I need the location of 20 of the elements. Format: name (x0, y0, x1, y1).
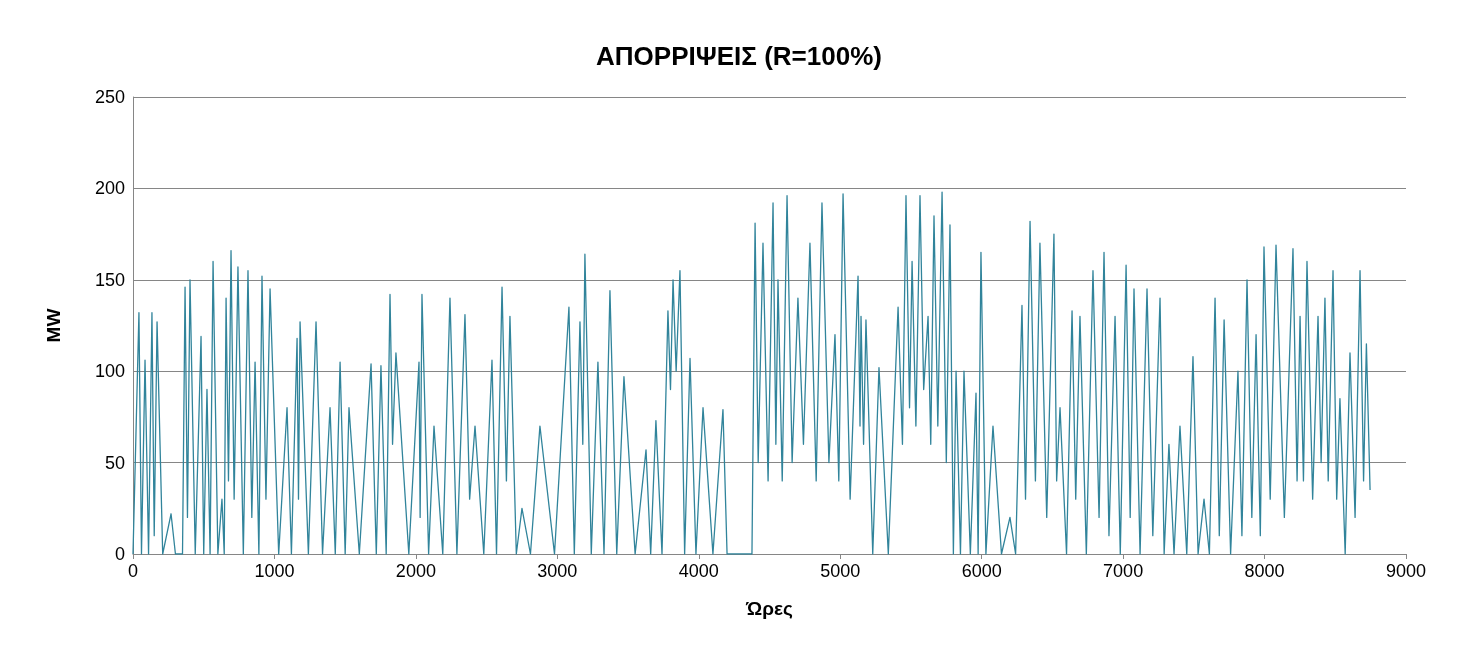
x-tick-label: 6000 (961, 561, 1002, 581)
x-tick-label: 4000 (678, 561, 719, 581)
x-tick-label: 3000 (537, 561, 578, 581)
x-tick-label: 1000 (254, 561, 295, 581)
y-tick-label: 150 (94, 269, 125, 290)
x-tick-label: 5000 (820, 561, 861, 581)
y-tick-label: 200 (94, 178, 125, 199)
x-tick-label: 0 (127, 561, 139, 581)
y-tick-label: 0 (114, 544, 125, 564)
x-tick-label: 7000 (1103, 561, 1144, 581)
y-axis-title: MW (43, 308, 64, 343)
x-tick-label: 8000 (1244, 561, 1285, 581)
x-axis-title: Ώρες (745, 598, 793, 619)
y-tick-label: 250 (94, 87, 125, 107)
y-tick-label: 50 (104, 452, 125, 473)
x-tick-label: 2000 (395, 561, 436, 581)
y-tick-label: 100 (94, 361, 125, 382)
x-tick-label: 9000 (1385, 561, 1427, 581)
line-series (132, 191, 1371, 555)
chart-title: ΑΠΟΡΡΙΨΕΙΣ (R=100%) (596, 41, 882, 71)
